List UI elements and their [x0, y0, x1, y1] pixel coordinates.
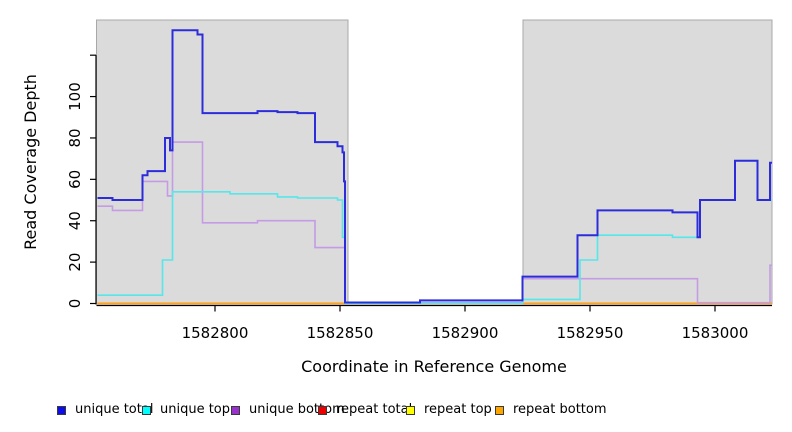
legend-swatch-icon	[318, 405, 327, 415]
y-axis-title: Read Coverage Depth	[21, 74, 40, 250]
x-tick-label: 1582950	[557, 324, 624, 342]
legend-item-unique-top: unique top	[142, 401, 230, 419]
x-axis-title: Coordinate in Reference Genome	[301, 357, 567, 376]
legend-label: repeat top	[424, 402, 492, 417]
y-tick-label: 60	[66, 170, 84, 189]
y-tick-label: 80	[66, 128, 84, 147]
series-layer	[97, 29, 772, 305]
y-tick-label: 100	[66, 82, 84, 111]
legend-label: repeat bottom	[513, 402, 607, 417]
y-tick-label: 0	[66, 299, 84, 309]
shaded-regions-layer	[96, 19, 773, 305]
x-tick-label: 1582900	[432, 324, 499, 342]
axes-layer: 1582800 1582850 1582900 1582950 1583000 0 20 40…	[66, 54, 772, 342]
legend-swatch-icon	[495, 405, 504, 415]
legend-item-repeat-top: repeat top	[406, 401, 492, 419]
legend-label: unique total	[75, 402, 154, 417]
y-tick-label: 40	[66, 211, 84, 230]
legend-label: unique top	[160, 402, 231, 417]
legend-swatch-icon	[406, 405, 415, 415]
series-unique-total-line	[97, 29, 772, 304]
legend-swatch-icon	[142, 405, 151, 415]
x-tick-label: 1583000	[682, 324, 749, 342]
shaded-region-2	[522, 19, 773, 305]
shaded-region-1	[96, 19, 349, 305]
legend-item-repeat-bottom: repeat bottom	[495, 401, 607, 419]
x-tick-label: 1582850	[307, 324, 374, 342]
legend-swatch-icon	[231, 405, 240, 415]
legend-item-unique-total: unique total	[57, 401, 153, 419]
legend-item-repeat-total: repeat total	[318, 401, 412, 419]
x-tick-label: 1582800	[182, 324, 249, 342]
legend-label: repeat total	[336, 402, 413, 417]
y-tick-label: 20	[66, 253, 84, 272]
legend-swatch-icon	[57, 405, 66, 415]
legend: unique total unique top unique bottom repea…	[0, 401, 792, 421]
